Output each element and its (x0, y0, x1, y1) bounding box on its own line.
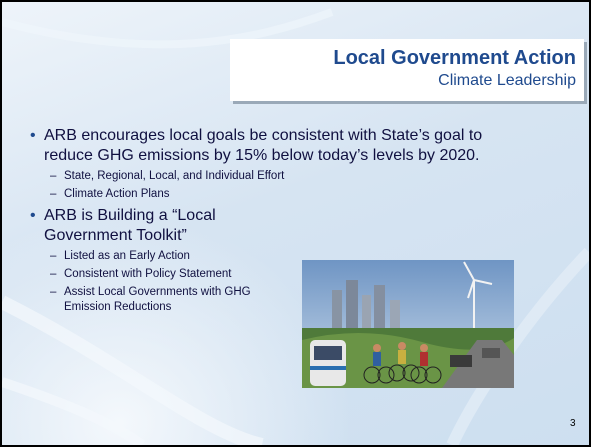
photo (302, 260, 514, 388)
sub-bullet: –Climate Action Plans (30, 187, 364, 202)
bullet-text: ARB encourages local goals be consistent… (44, 127, 482, 164)
sub-dash: – (50, 187, 56, 202)
sub-bullet-text: State, Regional, Local, and Individual E… (64, 170, 284, 182)
title-box: Local Government Action Climate Leadersh… (230, 39, 584, 101)
slide: Local Government Action Climate Leadersh… (0, 0, 591, 447)
page-number: 3 (570, 418, 576, 429)
bullet: • ARB encourages local goals be consisten… (30, 126, 514, 166)
title: Local Government Action (230, 45, 576, 71)
sub-bullet-text: Assist Local Governments with GHG Emissi… (64, 286, 251, 313)
bullet: • ARB is Building a “Local Government Too… (30, 206, 284, 246)
sub-bullet: –Consistent with Policy Statement (30, 267, 254, 282)
subtitle: Climate Leadership (230, 71, 576, 91)
sub-bullet-text: Climate Action Plans (64, 188, 169, 200)
sub-dash: – (50, 285, 56, 300)
sub-bullet-text: Consistent with Policy Statement (64, 268, 231, 280)
bullet-dot: • (30, 206, 36, 226)
sub-bullet: –Listed as an Early Action (30, 249, 254, 264)
sub-bullet-text: Listed as an Early Action (64, 250, 190, 262)
sub-dash: – (50, 249, 56, 264)
sub-dash: – (50, 169, 56, 184)
bullet-dot: • (30, 126, 36, 146)
bullet-text: ARB is Building a “Local Government Tool… (44, 207, 216, 244)
sub-bullet: –Assist Local Governments with GHG Emiss… (30, 285, 254, 315)
sub-dash: – (50, 267, 56, 282)
sub-bullet: –State, Regional, Local, and Individual … (30, 169, 364, 184)
